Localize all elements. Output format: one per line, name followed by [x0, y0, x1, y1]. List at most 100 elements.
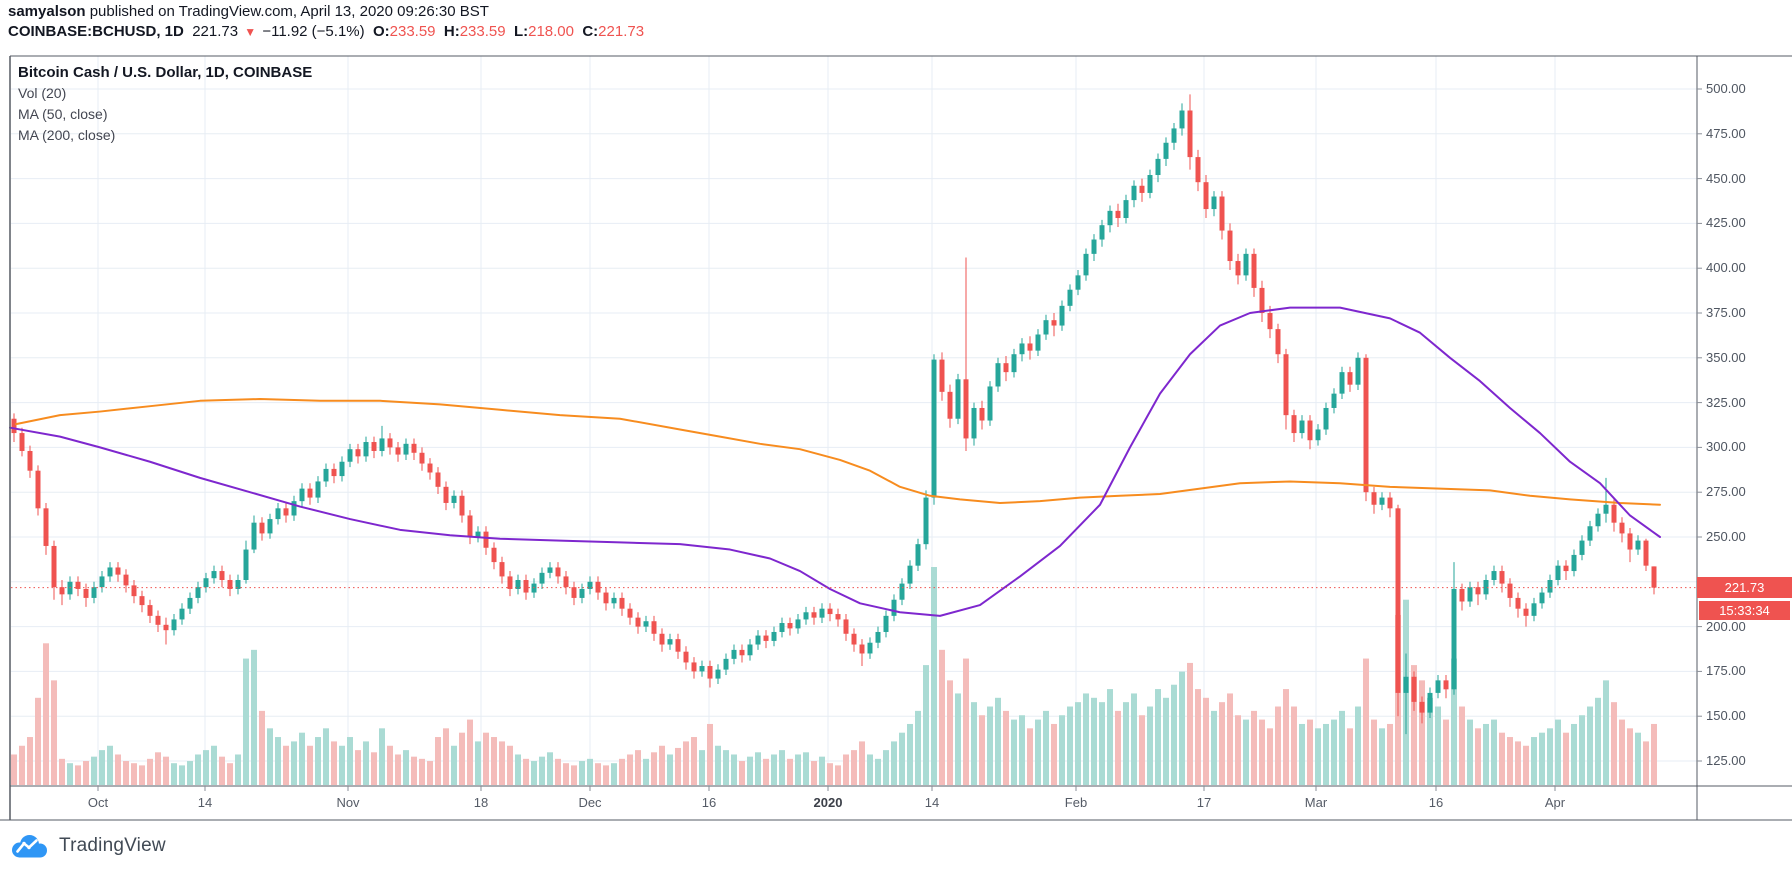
candle-body — [1467, 587, 1473, 602]
candle-body — [1043, 320, 1049, 335]
candle-body — [867, 642, 873, 654]
candle-body — [1475, 587, 1481, 595]
candle-body — [1283, 354, 1289, 416]
volume-bar — [299, 732, 305, 785]
time-axis-label: Apr — [1544, 795, 1566, 810]
candle-body — [1619, 522, 1625, 534]
candle-body — [803, 612, 809, 620]
volume-bar — [475, 741, 481, 785]
volume-bar — [675, 747, 681, 785]
candle-body — [1315, 429, 1321, 441]
candle-body — [1331, 393, 1337, 408]
volume-bar — [1203, 697, 1209, 785]
price-axis-label: 325.00 — [1706, 394, 1746, 410]
candle-body — [691, 662, 697, 672]
volume-bar — [979, 715, 985, 785]
candle-body — [411, 443, 417, 453]
candle-body — [635, 617, 641, 627]
volume-bar — [1491, 719, 1497, 785]
tradingview-logo[interactable]: TradingView — [10, 832, 166, 860]
candle-body — [1147, 175, 1153, 193]
time-axis-label: Feb — [1064, 795, 1088, 810]
candle-body — [35, 470, 41, 509]
candle-body — [1115, 210, 1121, 219]
candle-body — [539, 572, 545, 584]
candle-body — [1211, 196, 1217, 210]
candle-body — [1083, 253, 1089, 276]
candle-body — [1603, 504, 1609, 514]
candle-body — [971, 407, 977, 439]
time-axis-label: 16 — [1428, 795, 1444, 810]
candle-body — [1507, 583, 1513, 598]
volume-bar — [611, 763, 617, 785]
volume-bar — [291, 741, 297, 785]
price-axis-label: 500.00 — [1706, 81, 1746, 96]
candle-body — [1259, 287, 1265, 313]
candle-body — [1155, 158, 1161, 176]
high-label: H: — [443, 23, 460, 40]
candle-body — [1323, 407, 1329, 430]
volume-bar — [707, 723, 713, 785]
volume-bar — [1291, 706, 1297, 785]
volume-bar — [555, 758, 561, 785]
close-value: 221.73 — [598, 23, 645, 40]
candle-body — [475, 531, 481, 537]
candle-body — [427, 463, 433, 473]
candle-body — [515, 580, 521, 589]
candle-body — [1347, 372, 1353, 385]
ma200-line — [15, 398, 1661, 506]
volume-bar — [307, 745, 313, 785]
candle-body — [1027, 343, 1033, 351]
candle-body — [443, 486, 449, 503]
candle-body — [1451, 588, 1457, 690]
volume-bar — [1587, 706, 1593, 785]
candle-body — [915, 544, 921, 566]
candle-body — [659, 633, 665, 645]
candle-body — [1075, 275, 1081, 290]
open-label: O: — [372, 23, 390, 40]
volume-bar — [1571, 723, 1577, 785]
time-axis-label: 17 — [1196, 795, 1212, 810]
volume-bar — [531, 761, 537, 785]
volume-bar — [43, 643, 49, 785]
volume-bar — [171, 763, 177, 785]
volume-bar — [1155, 689, 1161, 785]
volume-bar — [923, 665, 929, 785]
candle-body — [963, 379, 969, 439]
legend-title: Bitcoin Cash / U.S. Dollar, 1D, COINBASE — [18, 64, 313, 81]
candle-body — [1555, 565, 1561, 581]
volume-bar — [691, 737, 697, 785]
volume-bar — [1379, 728, 1385, 785]
volume-bar — [107, 745, 113, 785]
volume-bar — [211, 745, 217, 785]
volume-bar — [27, 737, 33, 785]
candle-body — [83, 588, 89, 598]
candle-body — [1627, 533, 1633, 550]
legend-volume: Vol (20) — [18, 85, 67, 101]
candle-body — [811, 612, 817, 618]
candle-body — [1515, 597, 1521, 609]
volume-bar — [1139, 715, 1145, 785]
volume-bar — [1211, 710, 1217, 785]
volume-bar — [683, 741, 689, 785]
candle-body — [1171, 128, 1177, 143]
price-axis-label: 425.00 — [1706, 215, 1746, 231]
candle-body — [43, 508, 49, 546]
candle-body — [1011, 354, 1017, 373]
candle-body — [1227, 230, 1233, 262]
symbol-name: COINBASE:BCHUSD, 1D — [8, 23, 184, 40]
volume-bar — [1131, 693, 1137, 785]
volume-bar — [1275, 706, 1281, 785]
candle-body — [291, 501, 297, 516]
candle-body — [1099, 225, 1105, 240]
volume-bar — [1267, 728, 1273, 785]
candle-body — [875, 631, 881, 643]
volume-bar — [1019, 715, 1025, 785]
volume-bar — [91, 756, 97, 785]
candle-body — [1443, 680, 1449, 690]
volume-bar — [627, 754, 633, 785]
low-label: L: — [513, 23, 529, 40]
candle-body — [1203, 182, 1209, 210]
candle-body — [859, 644, 865, 654]
